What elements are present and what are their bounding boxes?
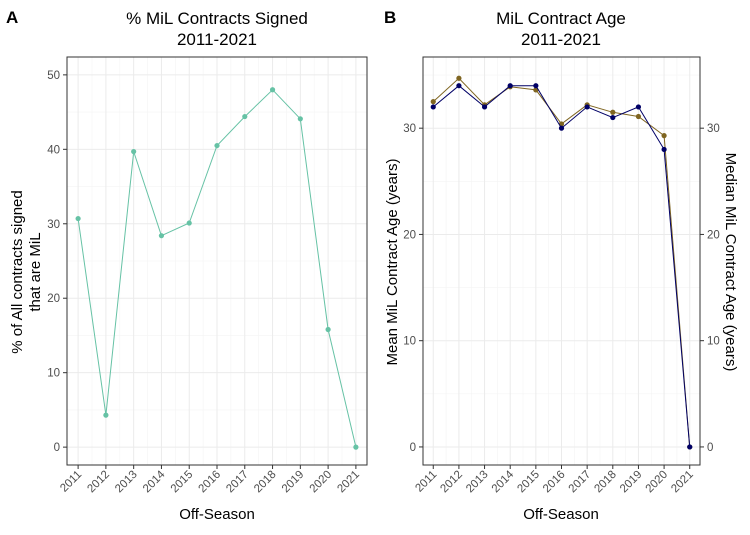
panel-b-x-tick-label-2018: 2018 <box>592 469 619 496</box>
panel-a-series-1-point-2018 <box>269 87 276 93</box>
panel-b-x-tick-label-2016: 2016 <box>541 469 568 496</box>
panel-b-right-axis-title: Median MiL Contract Age (years) <box>722 153 739 372</box>
panel-b-y-tick-label: 10 <box>403 336 416 348</box>
panel-b-x-tick-label-2017: 2017 <box>567 469 594 496</box>
panel-a-y-tick-label: 0 <box>54 442 60 454</box>
panel-b-x-tick-label-2020: 2020 <box>644 469 671 496</box>
panel-a-x-tick-label-2020: 2020 <box>308 469 335 496</box>
panel-a-y-tick-label: 20 <box>47 293 60 305</box>
panel-b-series-2-point-2019 <box>635 104 642 110</box>
panel-b-series-2-point-2018 <box>610 114 616 121</box>
panel-b-title-line-2: 2011-2021 <box>521 30 601 49</box>
panel-b-series-2-point-2011 <box>430 104 436 110</box>
panel-b-series-2-point-2015 <box>533 83 539 89</box>
panel-b-series-1-point-2011 <box>430 99 436 105</box>
panel-b-y-tick-label: 20 <box>403 229 416 241</box>
panel-a-x-tick-label-2011: 2011 <box>58 469 84 495</box>
panel-a-y-tick-label: 30 <box>47 219 60 231</box>
panel-b-series-1-point-2018 <box>610 109 616 115</box>
panel-a-series-1-point-2012 <box>103 412 109 418</box>
panel-a-series-1-point-2017 <box>242 113 248 120</box>
panel-b-x-tick-label-2021: 2021 <box>669 469 696 496</box>
panel-b-y-tick-label: 30 <box>403 123 416 135</box>
panel-b-series-2-point-2017 <box>584 104 590 110</box>
panel-b-right-y-tick-label: 10 <box>707 336 720 348</box>
panel-a-series-1-point-2011 <box>75 215 81 222</box>
panel-b-x-tick-label-2011: 2011 <box>413 469 439 495</box>
panel-b-right-y-tick-label: 30 <box>707 123 720 135</box>
panel-b-x-axis-title: Off-Season <box>523 506 599 523</box>
panel-a-x-tick-label-2012: 2012 <box>85 469 112 496</box>
panel-b-title-line-1: MiL Contract Age <box>496 9 626 28</box>
panel-b-series-2-point-2016 <box>558 125 565 131</box>
panel-a-x-axis-title: Off-Season <box>179 506 255 523</box>
panel-a-title-line-1: % MiL Contracts Signed <box>126 9 308 28</box>
panel-b-left-axis-title: Mean MiL Contract Age (years) <box>384 158 401 365</box>
panel-b-x-tick-label-2014: 2014 <box>490 468 517 495</box>
panel-a-y-axis-title-line-2: that are MiL <box>27 232 44 311</box>
panel-b-x-tick-label-2019: 2019 <box>618 469 645 496</box>
panel-a-x-tick-label-2015: 2015 <box>169 469 196 496</box>
panel-a-series-1-point-2019 <box>297 116 303 122</box>
panel-b-x-tick-label-2015: 2015 <box>515 469 542 496</box>
panel-a-x-tick-label-2018: 2018 <box>252 469 279 496</box>
panel-b-series-1-point-2019 <box>635 113 642 120</box>
panel-a-series-1-point-2013 <box>131 148 137 155</box>
panel-a-x-tick-label-2021: 2021 <box>335 469 362 496</box>
panel-b-x-tick-label-2013: 2013 <box>464 469 491 496</box>
panel-b-y-tick-label: 0 <box>410 442 416 454</box>
panel-a-y-axis-title-line-1: % of All contracts signed <box>9 190 26 353</box>
panel-b-x-tick-label-2012: 2012 <box>438 469 465 496</box>
panel-a-x-tick-label-2016: 2016 <box>197 469 224 496</box>
panel-a-x-tick-label-2013: 2013 <box>113 469 140 496</box>
panel-a-y-tick-label: 50 <box>47 70 60 82</box>
panel-b-series-1-point-2020 <box>661 133 667 139</box>
panel-a-series-1-point-2015 <box>186 220 192 226</box>
panel-a-title-line-2: 2011-2021 <box>177 30 257 49</box>
panel-b-right-y-tick-label: 20 <box>707 229 720 241</box>
panel-b-series-2-point-2021 <box>687 444 693 450</box>
panel-b-series-2-point-2013 <box>481 104 488 110</box>
panel-b-series-2-point-2012 <box>456 83 462 89</box>
panel-a-x-tick-label-2017: 2017 <box>224 469 251 496</box>
panel-a-y-tick-label: 40 <box>47 144 60 156</box>
panel-a-series-1-point-2020 <box>325 326 331 333</box>
panel-b-series-1-point-2012 <box>456 75 462 81</box>
panel-a-series-1-point-2021 <box>353 444 359 450</box>
panel-b-series-2-point-2014 <box>507 83 513 89</box>
panel-a-series-1-point-2016 <box>214 142 220 149</box>
panel-b-letter: B <box>384 8 396 27</box>
panel-a-x-tick-label-2019: 2019 <box>280 469 307 496</box>
panel-a-y-tick-label: 10 <box>47 368 60 380</box>
panel-a-x-tick-label-2014: 2014 <box>141 468 168 495</box>
panel-a-series-1-point-2014 <box>158 233 165 239</box>
panel-b-right-y-tick-label: 0 <box>707 442 713 454</box>
panel-a-letter: A <box>6 8 18 27</box>
panel-b-series-2-point-2020 <box>661 146 667 153</box>
